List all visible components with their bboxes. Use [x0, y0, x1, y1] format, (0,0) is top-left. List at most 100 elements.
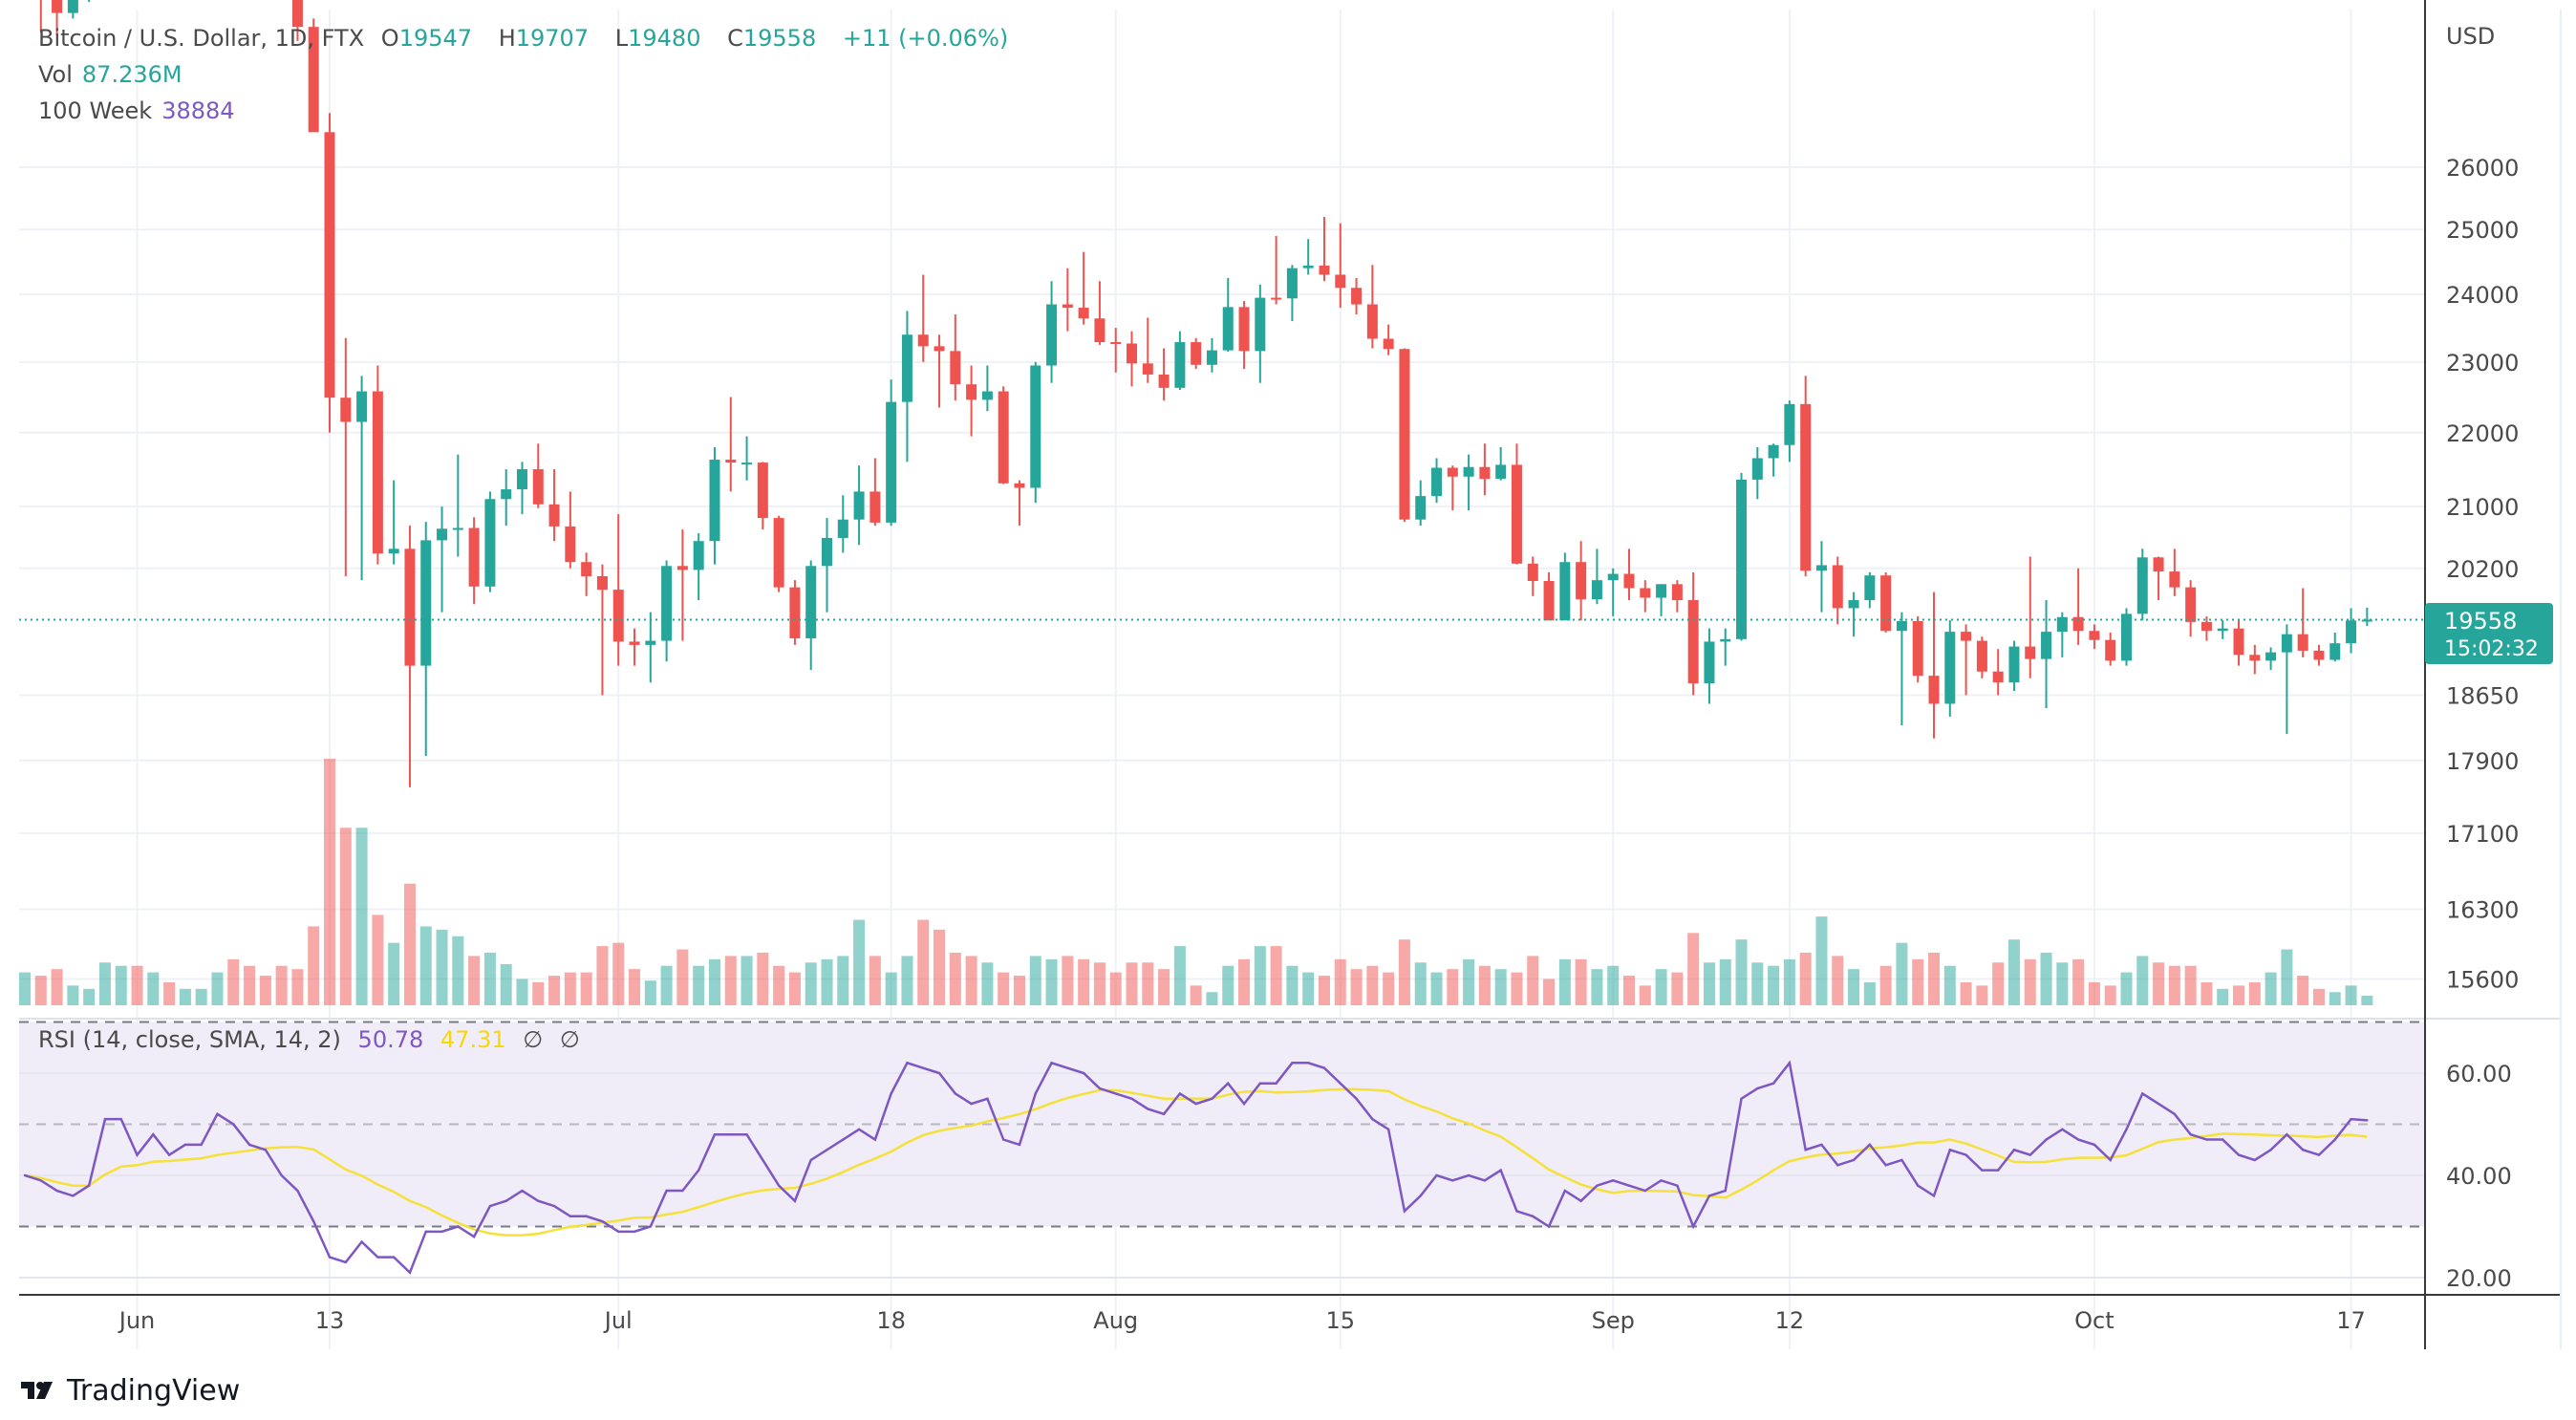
- candle-body: [1062, 304, 1073, 309]
- candle-body: [1623, 573, 1635, 589]
- candle-body: [693, 541, 704, 570]
- rsi-point: [842, 1138, 845, 1141]
- rsi-point: [23, 1173, 27, 1177]
- rsi-point: [1676, 1184, 1679, 1187]
- volume-bar: [1045, 958, 1058, 1005]
- candle: [741, 436, 753, 481]
- symbol-title[interactable]: Bitcoin / U.S. Dollar, 1D, FTX: [38, 25, 365, 52]
- rsi-point: [1291, 1062, 1294, 1065]
- rsi-point: [1788, 1062, 1792, 1065]
- candle-body: [2233, 628, 2244, 656]
- volume-bar: [419, 926, 432, 1005]
- volume-bar: [1815, 916, 1828, 1005]
- rsi-point: [681, 1189, 684, 1193]
- time-axis[interactable]: Jun 13 Jul 18 Aug 15 Sep 12 Oct 17: [118, 1307, 2366, 1334]
- candle: [1864, 571, 1876, 609]
- candle-body: [789, 587, 801, 638]
- rsi-point: [2350, 1117, 2352, 1121]
- candle: [709, 446, 720, 565]
- price-axis[interactable]: USD 26000 25000 24000 23000 22000 21000 20200 1…: [2446, 23, 2519, 994]
- rsi-point: [2173, 1112, 2177, 1116]
- volume-bar: [1591, 969, 1603, 1005]
- volume-legend[interactable]: Vol 87.236M: [38, 61, 192, 88]
- candle: [1127, 331, 1138, 387]
- candlesticks: [39, 0, 2372, 787]
- candle-body: [2008, 646, 2020, 683]
- volume-bar: [1334, 958, 1346, 1005]
- candle: [388, 480, 399, 565]
- volume-bar: [1222, 965, 1234, 1005]
- volume-bar: [179, 988, 191, 1005]
- candle-body: [676, 566, 688, 570]
- candle-body: [1687, 600, 1699, 684]
- candle: [2120, 608, 2132, 666]
- rsi-point: [2366, 1119, 2369, 1122]
- candle-body: [1351, 288, 1363, 305]
- tradingview-logo-icon: [21, 1381, 53, 1399]
- volume-bar: [2007, 939, 2020, 1005]
- candle: [1319, 216, 1330, 282]
- candle: [1062, 268, 1073, 332]
- volume-bar: [308, 926, 320, 1005]
- last-price-value: 19558: [2444, 608, 2517, 635]
- rsi-value: 50.78: [357, 1026, 424, 1053]
- rsi-point: [103, 1117, 107, 1121]
- volume-bar: [917, 919, 930, 1005]
- price-tick-label: 15600: [2446, 967, 2519, 994]
- volume-bar: [1687, 933, 1700, 1005]
- candle-body: [1992, 671, 2004, 683]
- candle: [1383, 324, 1394, 355]
- rsi-point: [1756, 1087, 1759, 1090]
- rsi-point: [2076, 1138, 2080, 1141]
- rsi-point: [1852, 1158, 1856, 1162]
- candle: [565, 491, 576, 569]
- candle-body: [1463, 466, 1474, 477]
- candle-body: [661, 566, 673, 641]
- volume-bar: [483, 952, 496, 1005]
- rsi-point: [152, 1133, 155, 1136]
- volume-bar: [1558, 958, 1571, 1005]
- candle: [917, 274, 929, 362]
- volume-bar: [1254, 946, 1266, 1005]
- volume-bar: [580, 972, 592, 1005]
- volume-bar: [1494, 969, 1507, 1005]
- rsi-point: [1162, 1112, 1166, 1116]
- rsi-point: [328, 1256, 332, 1259]
- candle-body: [1255, 297, 1266, 352]
- candle: [1928, 592, 1940, 739]
- rsi-point: [1579, 1199, 1582, 1202]
- rsi-pane: [19, 1018, 2561, 1279]
- tradingview-logo[interactable]: TradingView: [21, 1374, 240, 1408]
- rsi-legend[interactable]: RSI (14, close, SMA, 14, 2) 50.78 47.31 …: [38, 1026, 590, 1053]
- volume-bar: [532, 981, 545, 1005]
- rsi-point: [1050, 1062, 1053, 1065]
- candle-body: [484, 499, 496, 587]
- candle: [837, 495, 848, 553]
- candle: [88, 0, 91, 3]
- rsi-point: [1403, 1210, 1406, 1213]
- price-tick-label: 20200: [2446, 556, 2519, 583]
- candle: [468, 517, 480, 605]
- candle: [1704, 628, 1715, 704]
- volume-bar: [355, 828, 368, 1005]
- rsi-point: [424, 1230, 427, 1234]
- candle: [2153, 556, 2164, 601]
- volume-bar: [1719, 958, 1731, 1005]
- volume-bar: [981, 962, 994, 1005]
- volume-bar: [2248, 981, 2261, 1005]
- time-tick-label: 13: [315, 1307, 345, 1334]
- rsi-axis[interactable]: 60.00 40.00 20.00: [2446, 1061, 2512, 1292]
- volume-bar: [244, 965, 256, 1005]
- candle-body: [2265, 652, 2277, 661]
- candle-body: [886, 401, 897, 523]
- volume-bar: [757, 952, 769, 1005]
- rsi-point: [617, 1230, 620, 1234]
- candle-body: [1800, 403, 1812, 571]
- ma-legend[interactable]: 100 Week 38884: [38, 97, 245, 124]
- rsi-point: [1563, 1189, 1567, 1193]
- volume-bar: [259, 976, 271, 1005]
- rsi-sma-value: 47.31: [440, 1026, 506, 1053]
- candle: [1206, 337, 1217, 373]
- candle: [2025, 556, 2036, 678]
